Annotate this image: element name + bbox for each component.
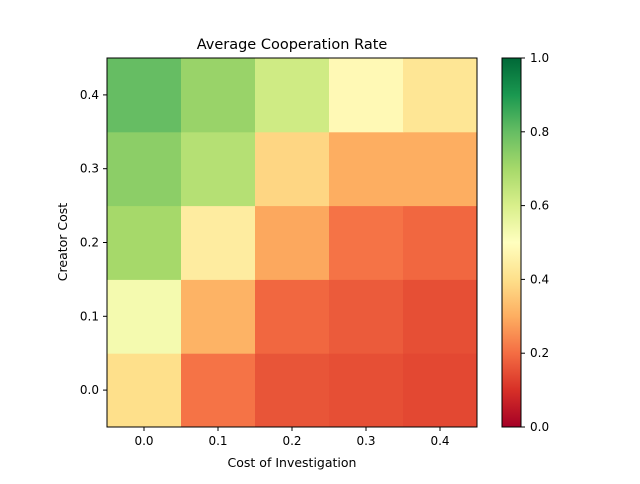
heatmap-cell (255, 58, 330, 133)
y-tick-label: 0.1 (80, 309, 99, 323)
y-tick-label: 0.2 (80, 236, 99, 250)
heatmap-cell (329, 58, 404, 133)
heatmap-cell (329, 205, 404, 280)
heatmap-cells (107, 58, 478, 428)
colorbar-tick-label: 0.2 (530, 346, 549, 360)
heatmap-cell (255, 279, 330, 354)
heatmap-cell (181, 279, 256, 354)
x-tick-label: 0.0 (134, 434, 153, 448)
heatmap-cell (255, 131, 330, 207)
heatmap-cell (107, 205, 182, 280)
heatmap-cell (181, 58, 256, 133)
heatmap-cell (181, 131, 256, 207)
x-axis-ticks: 0.0 0.1 0.2 0.3 0.4 (134, 427, 450, 448)
heatmap-cell (329, 131, 404, 207)
heatmap-cell (403, 131, 478, 207)
x-tick-label: 0.4 (430, 434, 449, 448)
heatmap-cell (181, 205, 256, 280)
x-tick-label: 0.2 (282, 434, 301, 448)
heatmap-cell (403, 353, 478, 428)
colorbar-tick-label: 0.0 (530, 420, 549, 434)
x-axis-label: Cost of Investigation (228, 455, 357, 470)
heatmap-cell (255, 205, 330, 280)
heatmap-cell (403, 58, 478, 133)
chart-title: Average Cooperation Rate (197, 37, 388, 53)
colorbar (501, 57, 522, 428)
heatmap-cell (403, 279, 478, 354)
y-tick-label: 0.0 (80, 383, 99, 397)
heatmap-cell (255, 353, 330, 428)
x-tick-label: 0.1 (208, 434, 227, 448)
x-tick-label: 0.3 (356, 434, 375, 448)
heatmap-cell (403, 205, 478, 280)
colorbar-tick-label: 1.0 (530, 51, 549, 65)
heatmap-cell (329, 353, 404, 428)
heatmap-cell (107, 279, 182, 354)
y-tick-label: 0.3 (80, 162, 99, 176)
heatmap-cell (181, 353, 256, 428)
y-axis-label: Creator Cost (55, 203, 70, 281)
y-axis-ticks: 0.0 0.1 0.2 0.3 0.4 (80, 88, 107, 397)
heatmap-cell (329, 279, 404, 354)
y-tick-label: 0.4 (80, 88, 99, 102)
colorbar-ticks: 0.0 0.2 0.4 0.6 0.8 1.0 (521, 51, 549, 434)
colorbar-tick-label: 0.8 (530, 125, 549, 139)
colorbar-tick-label: 0.4 (530, 272, 549, 286)
heatmap-cell (107, 131, 182, 207)
heatmap-cell (107, 353, 182, 428)
colorbar-tick-label: 0.6 (530, 199, 549, 213)
heatmap-cell (107, 58, 182, 133)
